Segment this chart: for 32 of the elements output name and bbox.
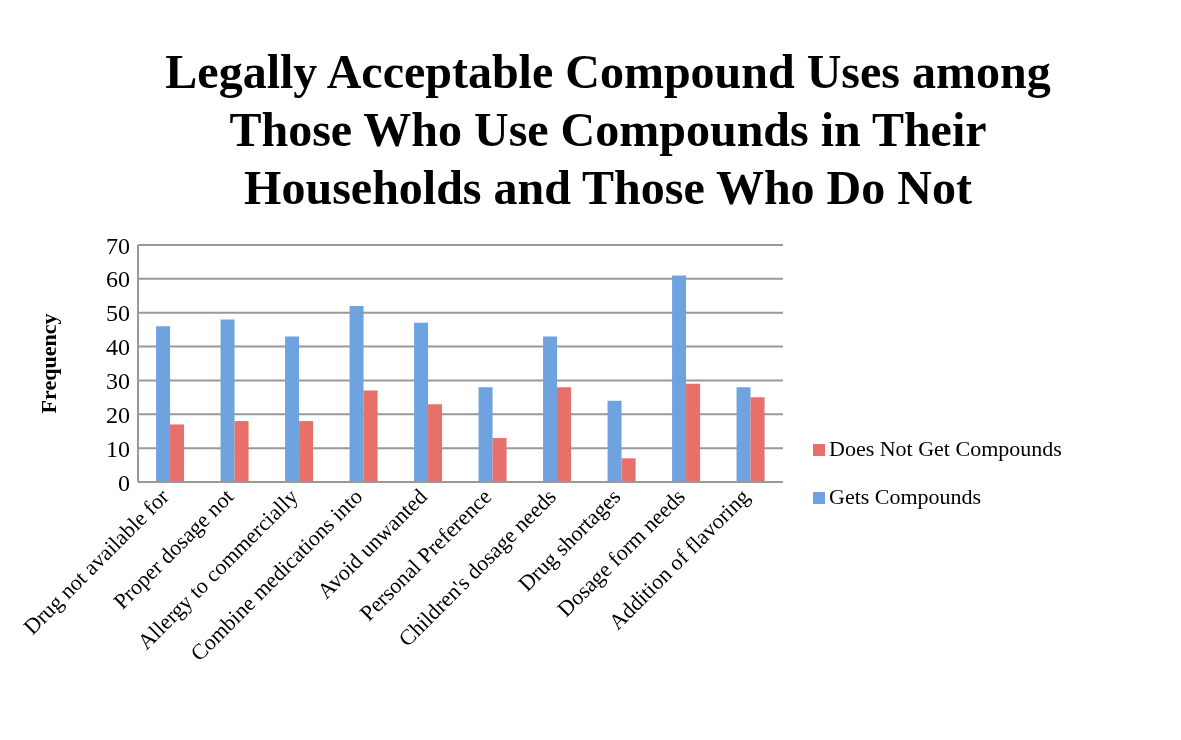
bar: [543, 336, 558, 482]
bar: [156, 326, 171, 482]
y-tick-label: 20: [106, 401, 130, 428]
bar: [672, 275, 687, 482]
bar: [363, 390, 378, 482]
bar: [607, 400, 622, 482]
y-tick-label: 70: [106, 232, 130, 259]
bar: [557, 387, 572, 482]
y-tick-label: 30: [106, 367, 130, 394]
bar: [299, 421, 314, 482]
bar: [750, 397, 765, 482]
bar: [736, 387, 751, 482]
legend-label: Does Not Get Compounds: [829, 435, 1062, 461]
bar: [170, 424, 185, 482]
y-tick-label: 60: [106, 266, 130, 293]
bar: [686, 383, 701, 482]
bar: [285, 336, 300, 482]
bar: [428, 404, 443, 482]
bar: [349, 305, 364, 482]
bar: [414, 322, 429, 482]
y-tick-label: 0: [118, 469, 130, 496]
bar: [621, 458, 636, 482]
y-tick-label: 40: [106, 334, 130, 361]
bar: [478, 387, 493, 482]
y-tick-label: 50: [106, 300, 130, 327]
legend-label: Gets Compounds: [829, 483, 982, 509]
y-axis-title: Frequency: [35, 313, 61, 414]
bar: [234, 421, 249, 482]
bar: [220, 319, 235, 482]
bar: [492, 437, 507, 482]
y-tick-label: 10: [106, 435, 130, 462]
chart-title: Legally Acceptable Compound Uses among Those Who Use Compounds in Their Households and Those Who Do Not: [164, 44, 1052, 216]
